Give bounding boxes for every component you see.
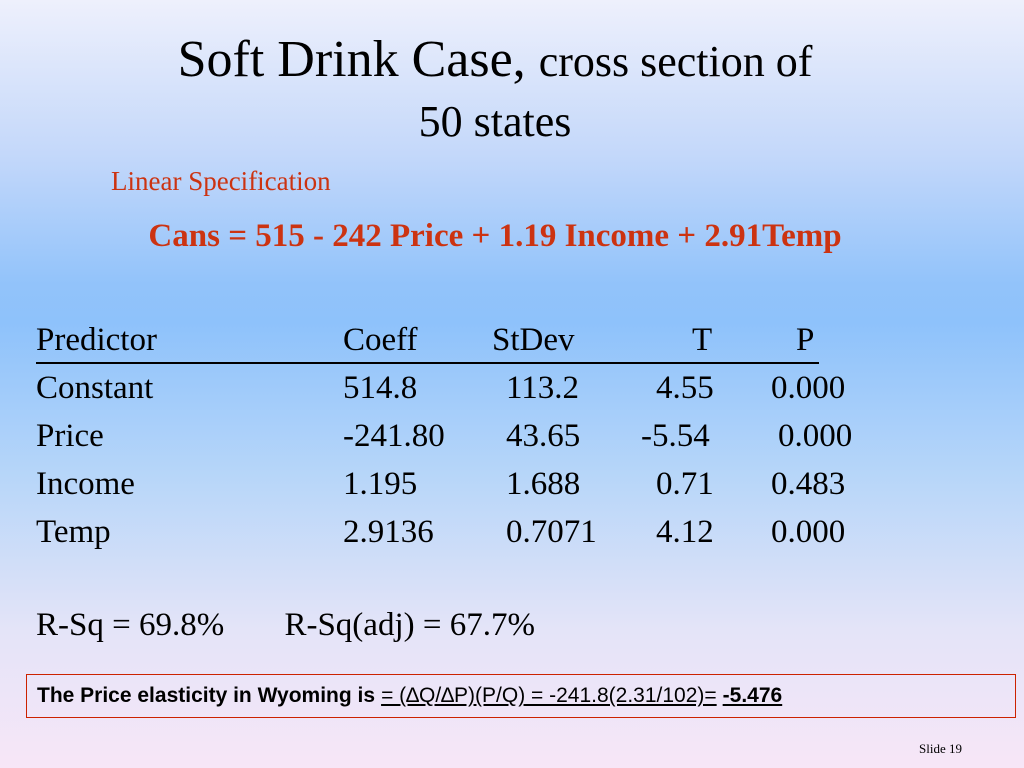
table-header-row: Predictor Coeff StDev T P	[36, 316, 819, 364]
header-predictor: Predictor	[36, 322, 157, 358]
p-cell: 0.000	[771, 514, 846, 550]
predictor-cell: Constant	[36, 370, 154, 406]
r-squared: R-Sq = 69.8%	[36, 607, 225, 643]
slide-title: Soft Drink Case, cross section of 50 sta…	[0, 30, 990, 152]
elasticity-formula: = (∆Q/∆P)(P/Q) = -241.8(2.31/102)=	[381, 684, 717, 707]
specification-label: Linear Specification	[111, 166, 331, 196]
table-row: Temp 2.9136 0.7071 4.12 0.000	[36, 508, 896, 556]
coeff-cell: 514.8	[343, 370, 418, 406]
coeff-cell: 2.9136	[343, 514, 434, 550]
header-p: P	[796, 322, 815, 358]
slide-number: Slide 19	[919, 741, 962, 756]
title-sub: cross section of	[538, 37, 813, 86]
p-cell: 0.000	[778, 418, 853, 454]
table-row: Constant 514.8 113.2 4.55 0.000	[36, 364, 896, 412]
header-coeff: Coeff	[343, 322, 418, 358]
t-cell: 4.12	[656, 514, 714, 550]
t-cell: 4.55	[656, 370, 714, 406]
t-cell: 0.71	[656, 466, 714, 502]
title-main: Soft Drink Case,	[177, 31, 526, 88]
coeff-cell: -241.80	[343, 418, 445, 454]
title-line-2: 50 states	[418, 97, 572, 146]
predictor-cell: Price	[36, 418, 104, 454]
p-cell: 0.000	[771, 370, 846, 406]
stdev-cell: 113.2	[506, 370, 580, 406]
header-stdev: StDev	[492, 322, 575, 358]
stdev-cell: 0.7071	[506, 514, 597, 550]
table-row: Price -241.80 43.65 -5.54 0.000	[36, 412, 896, 460]
predictor-cell: Temp	[36, 514, 111, 550]
stdev-cell: 43.65	[506, 418, 581, 454]
regression-table: Predictor Coeff StDev T P Constant 514.8…	[36, 316, 896, 556]
stdev-cell: 1.688	[506, 466, 581, 502]
title-line-1: Soft Drink Case, cross section of	[0, 30, 990, 92]
predictor-cell: Income	[36, 466, 135, 502]
r-squared-line: R-Sq = 69.8% R-Sq(adj) = 67.7%	[36, 601, 535, 649]
elasticity-lead: The Price elasticity in Wyoming is	[37, 684, 376, 707]
coeff-cell: 1.195	[343, 466, 418, 502]
header-t: T	[692, 322, 713, 358]
table-row: Income 1.195 1.688 0.71 0.483	[36, 460, 896, 508]
t-cell: -5.54	[641, 418, 710, 454]
elasticity-callout: The Price elasticity in Wyoming is = (∆Q…	[26, 674, 1016, 718]
regression-equation: Cans = 515 - 242 Price + 1.19 Income + 2…	[148, 218, 842, 254]
p-cell: 0.483	[771, 466, 846, 502]
r-squared-adjusted: R-Sq(adj) = 67.7%	[284, 607, 535, 643]
elasticity-result: -5.476	[722, 684, 783, 707]
